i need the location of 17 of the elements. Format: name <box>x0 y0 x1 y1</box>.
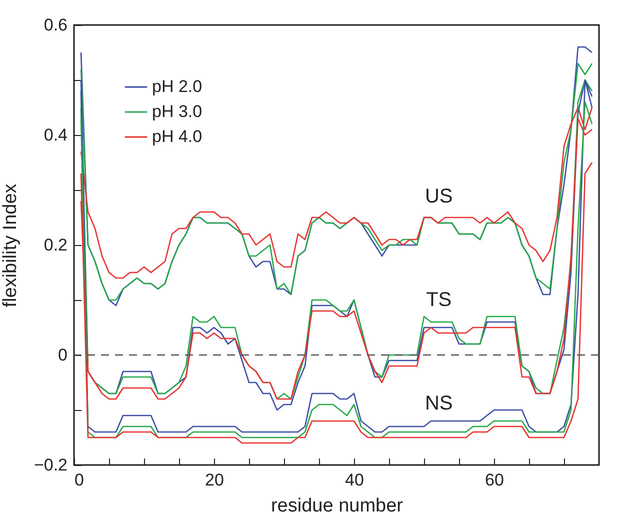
annotation: TS <box>426 289 452 311</box>
x-tick-label: 0 <box>74 470 84 490</box>
legend-label: pH 4.0 <box>152 127 202 146</box>
x-tick-label: 20 <box>205 470 224 490</box>
y-axis-title: flexibility Index <box>0 183 21 308</box>
x-tick-label: 60 <box>485 470 504 490</box>
y-tick-label: 0.4 <box>44 126 68 144</box>
y-tick-label: 0 <box>58 346 68 364</box>
annotation: US <box>424 186 453 208</box>
y-tick-label: 0.6 <box>44 16 68 34</box>
legend-label: pH 3.0 <box>152 102 202 121</box>
x-tick-label: 40 <box>345 470 364 490</box>
y-tick-label: −0.2 <box>34 456 68 474</box>
y-tick-label: 0.2 <box>44 236 68 254</box>
legend-label: pH 2.0 <box>152 77 202 96</box>
x-axis-title: residue number <box>270 496 404 516</box>
annotation: NS <box>424 392 453 414</box>
